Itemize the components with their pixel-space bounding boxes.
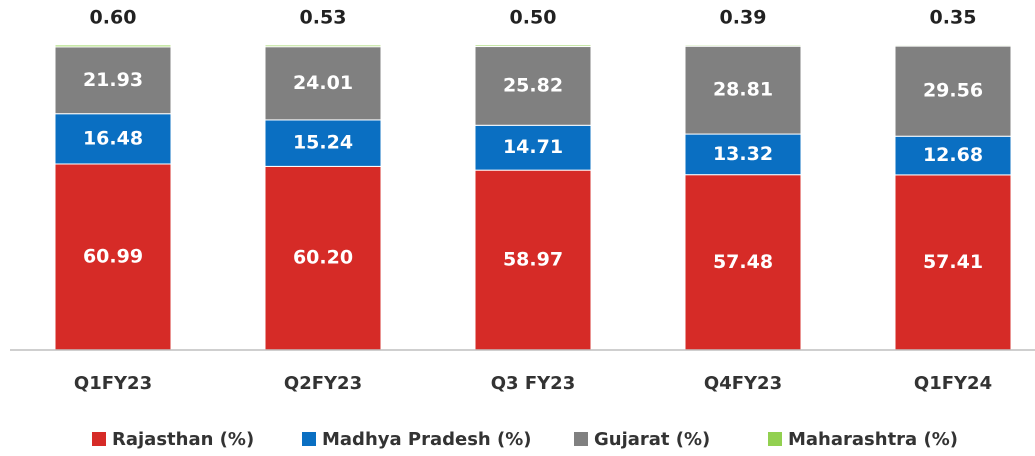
x-tick-label: Q3 FY23: [491, 373, 575, 394]
legend-label: Rajasthan (%): [112, 429, 254, 450]
bar-segment: [474, 44, 592, 48]
x-tick-label: Q2FY23: [284, 373, 362, 394]
bar-segment: [264, 46, 382, 121]
value-label: 14.71: [503, 136, 563, 158]
value-label: 28.81: [713, 79, 773, 101]
bar-segment: [684, 133, 802, 176]
legend-swatch: [92, 432, 106, 446]
bar-segment: [264, 165, 382, 351]
legend-label: Madhya Pradesh (%): [322, 429, 532, 450]
value-label: 0.35: [930, 7, 977, 29]
bar-segment: [894, 45, 1012, 137]
value-label: 0.60: [90, 7, 137, 29]
bar-segment: [684, 174, 802, 351]
value-label: 0.50: [510, 7, 557, 29]
value-label: 0.53: [300, 7, 347, 29]
value-label: 13.32: [713, 143, 773, 165]
bar-segment: [894, 174, 1012, 351]
value-label: 21.93: [83, 69, 143, 91]
bar-segment: [894, 44, 1012, 47]
bar-segment: [264, 119, 382, 167]
legend-label: Gujarat (%): [594, 429, 710, 450]
value-label: 15.24: [293, 132, 353, 154]
bar-segment: [54, 113, 172, 165]
legend-swatch: [574, 432, 588, 446]
value-label: 60.99: [83, 245, 143, 267]
value-label: 57.48: [713, 251, 773, 273]
value-label: 25.82: [503, 74, 563, 96]
bar-segment: [474, 124, 592, 171]
x-tick-label: Q1FY24: [914, 373, 992, 394]
legend-label: Maharashtra (%): [788, 429, 958, 450]
bar-segment: [684, 44, 802, 47]
bar-segment: [474, 46, 592, 126]
value-label: 60.20: [293, 247, 353, 269]
bar-segment: [54, 44, 172, 48]
bar-segment: [264, 44, 382, 48]
x-tick-label: Q1FY23: [74, 373, 152, 394]
bar-segment: [54, 163, 172, 351]
value-label: 0.39: [720, 7, 767, 29]
legend-swatch: [768, 432, 782, 446]
x-tick-label: Q4FY23: [704, 373, 782, 394]
value-label: 57.41: [923, 251, 983, 273]
legend-swatch: [302, 432, 316, 446]
bar-segment: [684, 45, 802, 135]
value-label: 29.56: [923, 80, 983, 102]
value-label: 24.01: [293, 72, 353, 94]
value-label: 12.68: [923, 144, 983, 166]
value-label: 58.97: [503, 249, 563, 271]
value-label: 16.48: [83, 127, 143, 149]
